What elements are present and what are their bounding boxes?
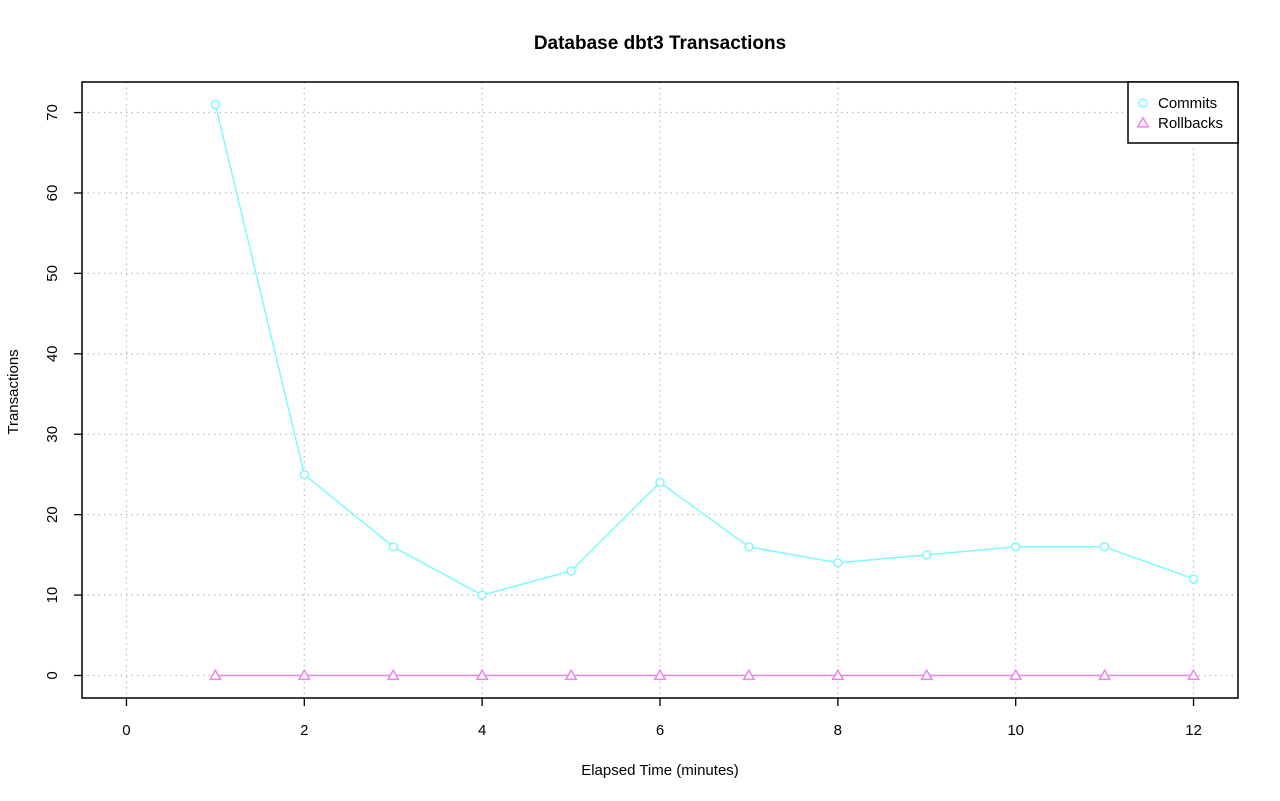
- x-tick-label: 12: [1185, 722, 1202, 739]
- commits-point: [744, 542, 754, 552]
- commits-point: [655, 477, 665, 488]
- commits-point: [833, 558, 843, 568]
- legend-label-rollbacks: Rollbacks: [1158, 115, 1223, 132]
- rollbacks-point: [1098, 668, 1112, 681]
- rollbacks-point: [920, 668, 934, 681]
- rollbacks-point: [564, 668, 578, 681]
- commits-point: [477, 590, 487, 600]
- commits-point: [1188, 574, 1199, 584]
- rollbacks-point: [1187, 668, 1201, 681]
- x-tick-label: 0: [122, 722, 130, 739]
- commits-point: [210, 99, 221, 110]
- legend-marker-rollbacks: [1136, 116, 1150, 128]
- y-tick-label: 0: [44, 671, 61, 679]
- x-tick-label: 4: [478, 722, 486, 739]
- commits-point: [1010, 542, 1021, 552]
- y-tick-label: 30: [44, 426, 61, 443]
- y-tick-label: 20: [44, 506, 61, 523]
- x-tick-label: 8: [834, 722, 842, 739]
- x-tick-label: 2: [300, 722, 308, 739]
- rollbacks-point: [653, 668, 667, 681]
- legend-box: [1127, 81, 1239, 144]
- rollbacks-point: [831, 668, 845, 681]
- chart-title: Database dbt3 Transactions: [534, 33, 786, 54]
- x-tick-label: 10: [1007, 722, 1024, 739]
- commits-point: [1099, 542, 1110, 552]
- commits-line: [214, 104, 1194, 596]
- y-tick-label: 40: [44, 345, 61, 362]
- rollbacks-point: [386, 668, 400, 681]
- y-tick-label: 50: [44, 265, 61, 282]
- y-tick-label: 70: [44, 104, 61, 121]
- legend: Commits Rollbacks: [1127, 81, 1239, 144]
- y-tick-label: 60: [44, 185, 61, 202]
- rollbacks-point: [297, 668, 311, 681]
- rollbacks-point: [475, 668, 489, 681]
- series-layer: [208, 99, 1201, 681]
- x-axis-label: Elapsed Time (minutes): [581, 762, 739, 779]
- rollbacks-point: [742, 668, 756, 681]
- commits-point: [922, 550, 932, 560]
- rollbacks-point: [208, 668, 222, 681]
- y-tick-label: 10: [44, 587, 61, 604]
- legend-label-commits: Commits: [1158, 95, 1217, 112]
- legend-marker-commits: [1138, 98, 1148, 108]
- commits-point: [566, 566, 576, 576]
- x-tick-label: 6: [656, 722, 664, 739]
- commits-point: [388, 542, 398, 552]
- rollbacks-point: [1009, 668, 1023, 681]
- y-axis: 0 10 20 30 40 50 60 70: [44, 104, 82, 680]
- y-axis-label: Transactions: [5, 349, 22, 434]
- commits-point: [299, 469, 310, 480]
- x-axis: 0 2 4 6 8 10 12: [122, 698, 1202, 739]
- grid-lines: [82, 82, 1238, 698]
